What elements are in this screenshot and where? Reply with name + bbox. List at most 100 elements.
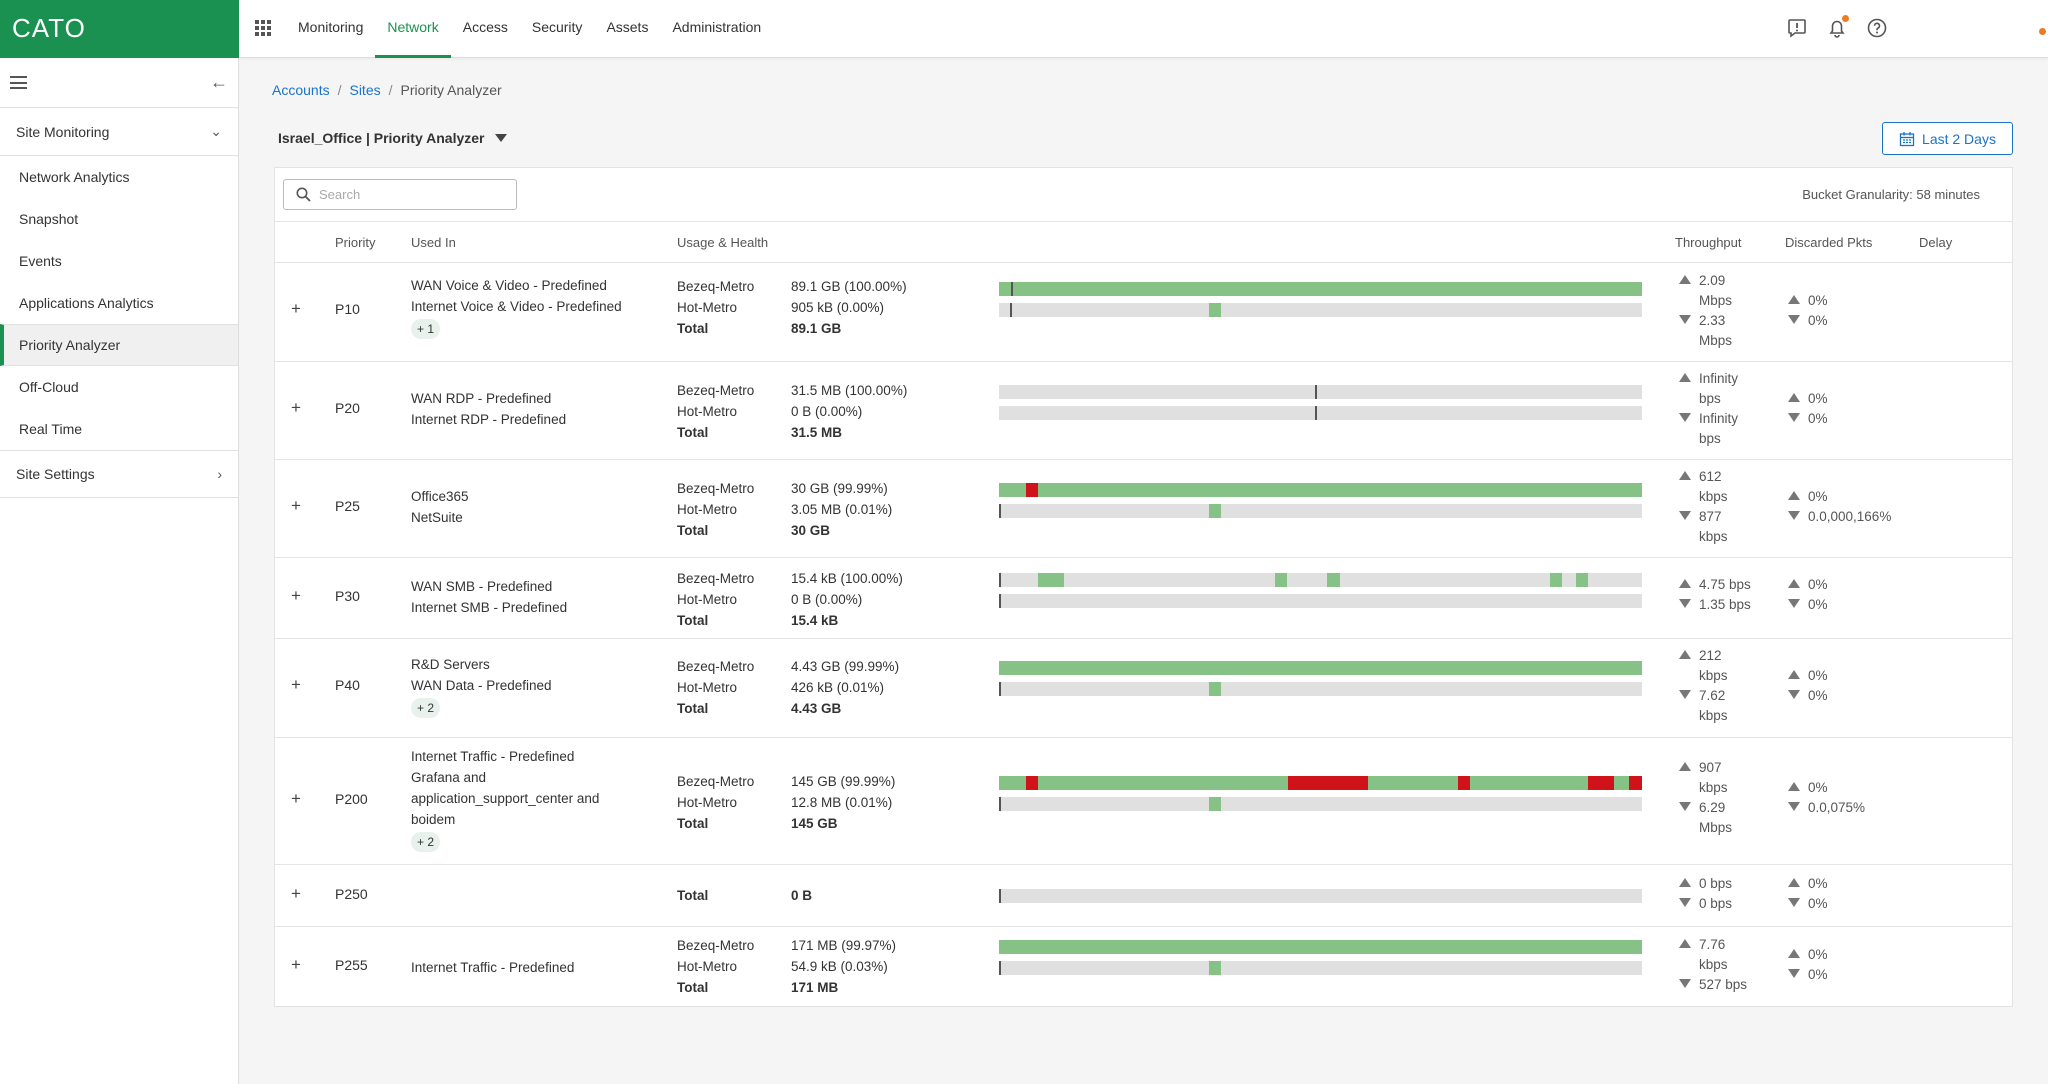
arrow-up-icon bbox=[1788, 670, 1800, 679]
health-bar-hot[interactable] bbox=[999, 504, 1642, 518]
sidebar-item-applications-analytics[interactable]: Applications Analytics bbox=[19, 295, 154, 311]
used-in: WAN SMB - Predefined Internet SMB - Pred… bbox=[411, 576, 567, 618]
expand-icon[interactable]: + bbox=[291, 955, 301, 974]
tab-assets[interactable]: Assets bbox=[606, 19, 649, 35]
sidebar-section-site-monitoring[interactable]: Site Monitoring ⌄ bbox=[0, 108, 238, 156]
link-usage: 15.4 kB (100.00%) 0 B (0.00%) 15.4 kB bbox=[791, 568, 903, 631]
table-row[interactable]: + P30 WAN SMB - Predefined Internet SMB … bbox=[275, 558, 2012, 639]
usage-value: 905 kB (0.00%) bbox=[791, 300, 885, 315]
throughput-down: Infinity bbox=[1699, 411, 1739, 426]
tab-network[interactable]: Network bbox=[375, 0, 451, 58]
tab-administration[interactable]: Administration bbox=[672, 19, 762, 35]
throughput-down-unit: kbps bbox=[1699, 529, 1728, 544]
col-throughput[interactable]: Throughput bbox=[1675, 235, 1742, 250]
breadcrumb-separator: / bbox=[337, 82, 342, 98]
breadcrumb-accounts[interactable]: Accounts bbox=[272, 82, 330, 98]
arrow-down-icon bbox=[1788, 969, 1800, 978]
health-bar-bezeq[interactable] bbox=[999, 661, 1642, 675]
total-value: 15.4 kB bbox=[791, 613, 839, 628]
health-bar-bezeq[interactable] bbox=[999, 483, 1642, 497]
alert-icon[interactable] bbox=[1786, 17, 1808, 39]
unhealthy-segment bbox=[1458, 776, 1470, 790]
sidebar-item-off-cloud[interactable]: Off-Cloud bbox=[19, 379, 79, 395]
health-bar-hot[interactable] bbox=[999, 594, 1642, 608]
health-bar-hot[interactable] bbox=[999, 961, 1642, 975]
breadcrumb-sites[interactable]: Sites bbox=[349, 82, 381, 98]
page-title[interactable]: Israel_Office | Priority Analyzer bbox=[278, 130, 507, 146]
col-usage-health[interactable]: Usage & Health bbox=[677, 235, 769, 250]
total-label: Total bbox=[677, 980, 709, 995]
expand-icon[interactable]: + bbox=[291, 675, 301, 694]
apps-grid-icon[interactable] bbox=[255, 20, 271, 36]
total-value: 171 MB bbox=[791, 980, 839, 995]
sidebar-item-priority-analyzer[interactable]: Priority Analyzer bbox=[0, 324, 238, 366]
date-range-button[interactable]: Last 2 Days bbox=[1882, 122, 2013, 155]
link-usage: 145 GB (99.99%) 12.8 MB (0.01%) 145 GB bbox=[791, 771, 895, 834]
col-delay[interactable]: Delay bbox=[1919, 235, 1953, 250]
table-row[interactable]: + P255 Internet Traffic - Predefined Bez… bbox=[275, 927, 2012, 1007]
col-used-in[interactable]: Used In bbox=[411, 235, 456, 250]
menu-icon[interactable] bbox=[10, 76, 27, 89]
expand-icon[interactable]: + bbox=[291, 884, 301, 903]
discarded-pkts: 0% 0% bbox=[1788, 575, 1828, 615]
health-bar-hot[interactable] bbox=[999, 682, 1642, 696]
health-bar-total[interactable] bbox=[999, 889, 1642, 903]
help-icon[interactable] bbox=[1866, 17, 1888, 39]
more-chip[interactable]: + 2 bbox=[411, 698, 441, 718]
table-row[interactable]: + P40 R&D Servers WAN Data - Predefined … bbox=[275, 639, 2012, 738]
used-in-item: WAN Data - Predefined bbox=[411, 678, 552, 693]
health-bar-bezeq[interactable] bbox=[999, 385, 1642, 399]
health-bar-bezeq[interactable] bbox=[999, 940, 1642, 954]
health-bar-hot[interactable] bbox=[999, 797, 1642, 811]
col-discarded-pkts[interactable]: Discarded Pkts bbox=[1785, 235, 1873, 250]
table-row[interactable]: + P200 Internet Traffic - Predefined Gra… bbox=[275, 738, 2012, 865]
health-bar-bezeq[interactable] bbox=[999, 282, 1642, 296]
table-row[interactable]: + P20 WAN RDP - Predefined Internet RDP … bbox=[275, 362, 2012, 460]
throughput-down: 6.29 bbox=[1699, 800, 1726, 815]
tab-access[interactable]: Access bbox=[462, 19, 508, 35]
expand-icon[interactable]: + bbox=[291, 398, 301, 417]
usage-value: 171 MB (99.97%) bbox=[791, 938, 897, 953]
health-bar-hot[interactable] bbox=[999, 406, 1642, 420]
healthy-segment bbox=[999, 661, 1642, 675]
search-box[interactable] bbox=[283, 179, 517, 210]
expand-icon[interactable]: + bbox=[291, 496, 301, 515]
sidebar-item-network-analytics[interactable]: Network Analytics bbox=[19, 169, 130, 185]
bell-icon[interactable] bbox=[1826, 15, 1849, 39]
tab-security[interactable]: Security bbox=[531, 19, 583, 35]
table-row[interactable]: + P10 WAN Voice & Video - Predefined Int… bbox=[275, 263, 2012, 362]
used-in-item: WAN SMB - Predefined bbox=[411, 579, 553, 594]
health-bar-bezeq[interactable] bbox=[999, 776, 1642, 790]
sidebar-item-real-time[interactable]: Real Time bbox=[19, 421, 83, 437]
breadcrumb-current: Priority Analyzer bbox=[400, 82, 502, 98]
cato-logo[interactable]: CATO bbox=[0, 0, 239, 58]
expand-icon[interactable]: + bbox=[291, 586, 301, 605]
table-row[interactable]: + P25 Office365 NetSuite Bezeq-Metro Hot… bbox=[275, 460, 2012, 558]
health-bar-hot[interactable] bbox=[999, 303, 1642, 317]
discarded-up: 0% bbox=[1808, 391, 1828, 406]
table-row[interactable]: + P250 Total 0 B 0 bps 0 bps 0% 0% bbox=[275, 865, 2012, 927]
bucket-granularity: Bucket Granularity: 58 minutes bbox=[1802, 187, 1980, 202]
collapse-arrow-icon[interactable]: ← bbox=[210, 72, 228, 92]
total-label: Total bbox=[677, 321, 709, 336]
expand-icon[interactable]: + bbox=[291, 299, 301, 318]
priority-value: P40 bbox=[335, 677, 360, 693]
sidebar-item-events[interactable]: Events bbox=[19, 253, 62, 269]
sidebar-section-site-settings[interactable]: Site Settings › bbox=[0, 450, 238, 498]
bar-marker bbox=[999, 889, 1001, 903]
col-priority[interactable]: Priority bbox=[335, 235, 376, 250]
search-input[interactable] bbox=[319, 187, 499, 202]
expand-icon[interactable]: + bbox=[291, 789, 301, 808]
used-in-item: Internet Traffic - Predefined bbox=[411, 960, 575, 975]
link-names: Bezeq-Metro Hot-Metro Total bbox=[677, 771, 754, 834]
notification-dot bbox=[1842, 15, 1849, 22]
more-chip[interactable]: + 2 bbox=[411, 832, 441, 852]
sidebar-item-snapshot[interactable]: Snapshot bbox=[19, 211, 79, 227]
health-bar-bezeq[interactable] bbox=[999, 573, 1642, 587]
arrow-down-icon bbox=[1679, 898, 1691, 907]
healthy-segment bbox=[1209, 797, 1221, 811]
health-bars bbox=[999, 889, 1642, 910]
more-chip[interactable]: + 1 bbox=[411, 319, 441, 339]
link-name: Hot-Metro bbox=[677, 300, 738, 315]
tab-monitoring[interactable]: Monitoring bbox=[298, 19, 364, 35]
